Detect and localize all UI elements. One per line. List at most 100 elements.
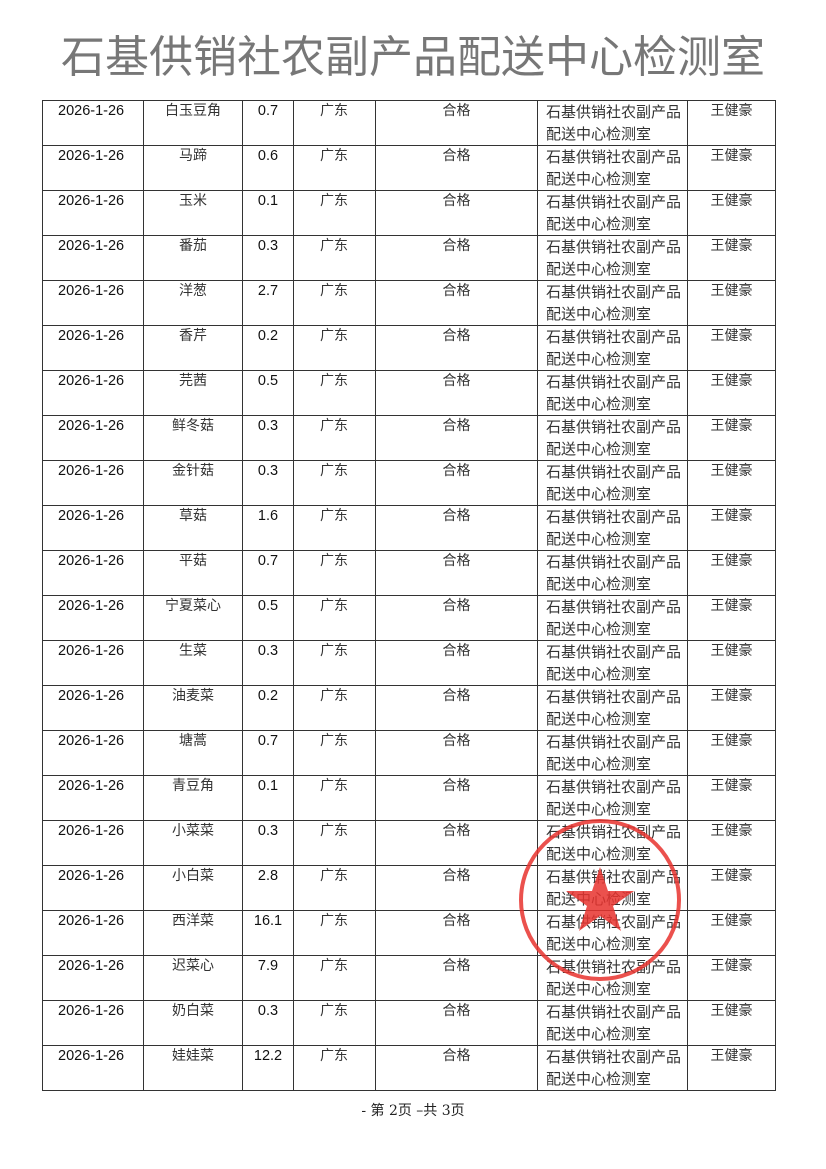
region-cell: 广东 (293, 685, 376, 731)
inspector-cell: 王健豪 (687, 775, 776, 821)
result-cell: 合格 (375, 370, 538, 416)
date-cell: 2026-1-26 (42, 145, 144, 191)
table-row: 2026-1-26 芫茜 0.5 广东 合格 石基供销社农副产品配送中心检测室 王健豪 (42, 370, 776, 416)
date-cell: 2026-1-26 (42, 100, 144, 146)
item-cell: 番茄 (143, 235, 243, 281)
value-cell: 0.5 (242, 370, 294, 416)
value-cell: 1.6 (242, 505, 294, 551)
result-cell: 合格 (375, 415, 538, 461)
value-cell: 12.2 (242, 1045, 294, 1091)
value-cell: 7.9 (242, 955, 294, 1001)
item-cell: 金针菇 (143, 460, 243, 506)
result-cell: 合格 (375, 595, 538, 641)
date-cell: 2026-1-26 (42, 820, 144, 866)
value-cell: 0.5 (242, 595, 294, 641)
lab-cell: 石基供销社农副产品配送中心检测室 (537, 955, 688, 1001)
item-cell: 芫茜 (143, 370, 243, 416)
inspector-cell: 王健豪 (687, 640, 776, 686)
lab-cell: 石基供销社农副产品配送中心检测室 (537, 640, 688, 686)
item-cell: 西洋菜 (143, 910, 243, 956)
value-cell: 2.7 (242, 280, 294, 326)
date-cell: 2026-1-26 (42, 460, 144, 506)
date-cell: 2026-1-26 (42, 685, 144, 731)
value-cell: 0.3 (242, 460, 294, 506)
lab-cell: 石基供销社农副产品配送中心检测室 (537, 775, 688, 821)
table-row: 2026-1-26 迟菜心 7.9 广东 合格 石基供销社农副产品配送中心检测室 王健豪 (42, 955, 776, 1001)
region-cell: 广东 (293, 730, 376, 776)
inspector-cell: 王健豪 (687, 1000, 776, 1046)
date-cell: 2026-1-26 (42, 1000, 144, 1046)
table-row: 2026-1-26 娃娃菜 12.2 广东 合格 石基供销社农副产品配送中心检测室 王健豪 (42, 1045, 776, 1091)
lab-cell: 石基供销社农副产品配送中心检测室 (537, 460, 688, 506)
region-cell: 广东 (293, 910, 376, 956)
table-row: 2026-1-26 油麦菜 0.2 广东 合格 石基供销社农副产品配送中心检测室 王健豪 (42, 685, 776, 731)
inspector-cell: 王健豪 (687, 415, 776, 461)
table-row: 2026-1-26 小白菜 2.8 广东 合格 石基供销社农副产品配送中心检测室 王健豪 (42, 865, 776, 911)
item-cell: 迟菜心 (143, 955, 243, 1001)
region-cell: 广东 (293, 775, 376, 821)
lab-cell: 石基供销社农副产品配送中心检测室 (537, 235, 688, 281)
inspector-cell: 王健豪 (687, 595, 776, 641)
inspector-cell: 王健豪 (687, 550, 776, 596)
item-cell: 草菇 (143, 505, 243, 551)
table-row: 2026-1-26 小菜菜 0.3 广东 合格 石基供销社农副产品配送中心检测室 王健豪 (42, 820, 776, 866)
value-cell: 0.7 (242, 730, 294, 776)
region-cell: 广东 (293, 415, 376, 461)
table-row: 2026-1-26 生菜 0.3 广东 合格 石基供销社农副产品配送中心检测室 王健豪 (42, 640, 776, 686)
inspector-cell: 王健豪 (687, 955, 776, 1001)
date-cell: 2026-1-26 (42, 370, 144, 416)
item-cell: 娃娃菜 (143, 1045, 243, 1091)
item-cell: 奶白菜 (143, 1000, 243, 1046)
table-row: 2026-1-26 平菇 0.7 广东 合格 石基供销社农副产品配送中心检测室 王健豪 (42, 550, 776, 596)
value-cell: 0.6 (242, 145, 294, 191)
item-cell: 青豆角 (143, 775, 243, 821)
table-row: 2026-1-26 洋葱 2.7 广东 合格 石基供销社农副产品配送中心检测室 王健豪 (42, 280, 776, 326)
item-cell: 小白菜 (143, 865, 243, 911)
date-cell: 2026-1-26 (42, 955, 144, 1001)
result-cell: 合格 (375, 775, 538, 821)
lab-cell: 石基供销社农副产品配送中心检测室 (537, 505, 688, 551)
inspector-cell: 王健豪 (687, 280, 776, 326)
item-cell: 小菜菜 (143, 820, 243, 866)
inspector-cell: 王健豪 (687, 370, 776, 416)
date-cell: 2026-1-26 (42, 910, 144, 956)
lab-cell: 石基供销社农副产品配送中心检测室 (537, 1000, 688, 1046)
inspector-cell: 王健豪 (687, 910, 776, 956)
inspection-table: 2026-1-26 白玉豆角 0.7 广东 合格 石基供销社农副产品配送中心检测室 王健豪 2… (42, 100, 776, 1091)
inspector-cell: 王健豪 (687, 325, 776, 371)
result-cell: 合格 (375, 1045, 538, 1091)
lab-cell: 石基供销社农副产品配送中心检测室 (537, 100, 688, 146)
region-cell: 广东 (293, 1000, 376, 1046)
date-cell: 2026-1-26 (42, 550, 144, 596)
table-row: 2026-1-26 青豆角 0.1 广东 合格 石基供销社农副产品配送中心检测室 王健豪 (42, 775, 776, 821)
item-cell: 马蹄 (143, 145, 243, 191)
inspector-cell: 王健豪 (687, 730, 776, 776)
result-cell: 合格 (375, 100, 538, 146)
date-cell: 2026-1-26 (42, 415, 144, 461)
value-cell: 2.8 (242, 865, 294, 911)
region-cell: 广东 (293, 190, 376, 236)
lab-cell: 石基供销社农副产品配送中心检测室 (537, 730, 688, 776)
watermark-text: 石基供销社农副产品配送中心检测室 (61, 32, 765, 83)
region-cell: 广东 (293, 460, 376, 506)
result-cell: 合格 (375, 325, 538, 371)
item-cell: 油麦菜 (143, 685, 243, 731)
value-cell: 0.1 (242, 775, 294, 821)
table-row: 2026-1-26 白玉豆角 0.7 广东 合格 石基供销社农副产品配送中心检测室 王健豪 (42, 100, 776, 146)
lab-cell: 石基供销社农副产品配送中心检测室 (537, 370, 688, 416)
inspector-cell: 王健豪 (687, 235, 776, 281)
lab-cell: 石基供销社农副产品配送中心检测室 (537, 550, 688, 596)
region-cell: 广东 (293, 100, 376, 146)
table-row: 2026-1-26 香芹 0.2 广东 合格 石基供销社农副产品配送中心检测室 王健豪 (42, 325, 776, 371)
result-cell: 合格 (375, 865, 538, 911)
result-cell: 合格 (375, 505, 538, 551)
table-row: 2026-1-26 草菇 1.6 广东 合格 石基供销社农副产品配送中心检测室 王健豪 (42, 505, 776, 551)
result-cell: 合格 (375, 145, 538, 191)
date-cell: 2026-1-26 (42, 1045, 144, 1091)
inspector-cell: 王健豪 (687, 505, 776, 551)
result-cell: 合格 (375, 685, 538, 731)
value-cell: 0.3 (242, 640, 294, 686)
lab-cell: 石基供销社农副产品配送中心检测室 (537, 280, 688, 326)
item-cell: 白玉豆角 (143, 100, 243, 146)
date-cell: 2026-1-26 (42, 595, 144, 641)
